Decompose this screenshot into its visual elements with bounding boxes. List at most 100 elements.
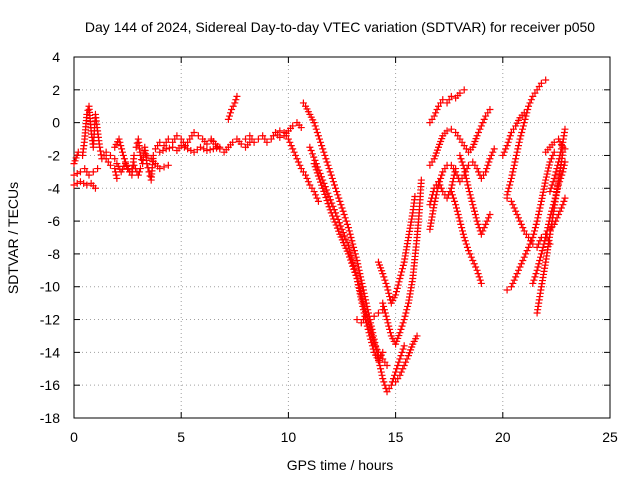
- data-point-marker: [290, 148, 298, 156]
- data-point: [439, 96, 447, 104]
- data-point: [366, 332, 374, 340]
- data-point: [555, 158, 563, 166]
- data-point-marker: [537, 201, 545, 209]
- data-point: [284, 135, 292, 143]
- data-point-marker: [352, 271, 360, 279]
- data-point-marker: [345, 227, 353, 235]
- data-point-marker: [402, 358, 410, 366]
- data-point-marker: [346, 230, 354, 238]
- data-point-marker: [311, 163, 319, 171]
- data-point-marker: [558, 171, 566, 179]
- data-point-marker: [314, 172, 322, 180]
- data-point: [447, 188, 455, 196]
- data-point-marker: [552, 191, 560, 199]
- data-point: [456, 151, 464, 159]
- data-point: [464, 247, 472, 255]
- x-tick-label: 25: [602, 429, 618, 445]
- y-axis-ticks: -18 -16 -14 -12 -10 -8 -6 -4 -2 0 2 4: [40, 49, 610, 426]
- data-point: [136, 151, 144, 159]
- data-point: [447, 125, 455, 133]
- data-point-marker: [376, 361, 384, 369]
- data-point-marker: [519, 224, 527, 232]
- data-point-marker: [159, 147, 167, 155]
- data-point-marker: [367, 335, 375, 343]
- data-point: [561, 125, 569, 133]
- data-point-marker: [509, 201, 517, 209]
- data-point-marker: [313, 194, 321, 202]
- data-point-marker: [348, 237, 356, 245]
- data-point-marker: [380, 306, 388, 314]
- data-point-marker: [544, 167, 552, 175]
- data-point-marker: [514, 145, 522, 153]
- data-point: [156, 165, 164, 173]
- data-point: [555, 181, 563, 189]
- data-point: [516, 135, 524, 143]
- data-point-marker: [397, 271, 405, 279]
- data-point-marker: [467, 253, 475, 261]
- data-point-marker: [519, 122, 527, 130]
- data-point-marker: [326, 206, 334, 214]
- data-point-marker: [346, 253, 354, 261]
- data-point-marker: [342, 235, 350, 243]
- data-point: [512, 273, 520, 281]
- data-point-marker: [436, 181, 444, 189]
- data-point-marker: [548, 181, 556, 189]
- data-point: [426, 201, 434, 209]
- data-point-marker: [466, 191, 474, 199]
- y-axis-label: SDTVAR / TECUs: [5, 182, 21, 294]
- data-point-marker: [358, 299, 366, 307]
- data-point-marker: [385, 289, 393, 297]
- data-point: [353, 275, 361, 283]
- data-point: [224, 115, 232, 123]
- data-point-marker: [526, 240, 534, 248]
- data-point: [525, 243, 533, 251]
- data-point: [314, 132, 322, 140]
- data-point-marker: [350, 265, 358, 273]
- data-point-marker: [556, 151, 564, 159]
- data-point: [546, 158, 554, 166]
- data-point: [396, 275, 404, 283]
- data-point-marker: [458, 224, 466, 232]
- data-point-marker: [381, 309, 389, 317]
- data-point-marker: [560, 165, 568, 173]
- data-point: [456, 89, 464, 97]
- data-point-marker: [474, 270, 482, 278]
- data-point: [413, 332, 421, 340]
- data-point-marker: [337, 201, 345, 209]
- data-point-marker: [385, 322, 393, 330]
- data-point: [550, 197, 558, 205]
- data-point-marker: [397, 325, 405, 333]
- data-point-marker: [459, 230, 467, 238]
- data-point-marker: [522, 250, 530, 258]
- data-point-marker: [519, 125, 527, 133]
- data-point-marker: [522, 112, 530, 120]
- data-point-marker: [471, 211, 479, 219]
- data-point: [254, 135, 262, 143]
- data-point-marker: [448, 181, 456, 189]
- data-point: [237, 140, 245, 148]
- data-point-marker: [549, 178, 557, 186]
- data-point: [231, 99, 239, 107]
- data-point: [70, 181, 78, 189]
- data-point-marker: [399, 365, 407, 373]
- data-point-marker: [549, 151, 557, 159]
- data-point-marker: [292, 151, 300, 159]
- data-point: [561, 194, 569, 202]
- data-point: [430, 112, 438, 120]
- data-point-marker: [470, 207, 478, 215]
- data-point-marker: [553, 214, 561, 222]
- data-point: [400, 342, 408, 350]
- data-point: [499, 151, 507, 159]
- data-point: [203, 140, 211, 148]
- data-point: [482, 168, 490, 176]
- data-point-marker: [506, 132, 514, 140]
- data-point-marker: [310, 153, 318, 161]
- data-point-marker: [552, 168, 560, 176]
- data-point-marker: [483, 165, 491, 173]
- data-point-marker: [384, 319, 392, 327]
- data-point: [460, 165, 468, 173]
- data-point: [546, 214, 554, 222]
- data-point: [561, 158, 569, 166]
- data-point: [310, 160, 318, 168]
- data-point-marker: [557, 204, 565, 212]
